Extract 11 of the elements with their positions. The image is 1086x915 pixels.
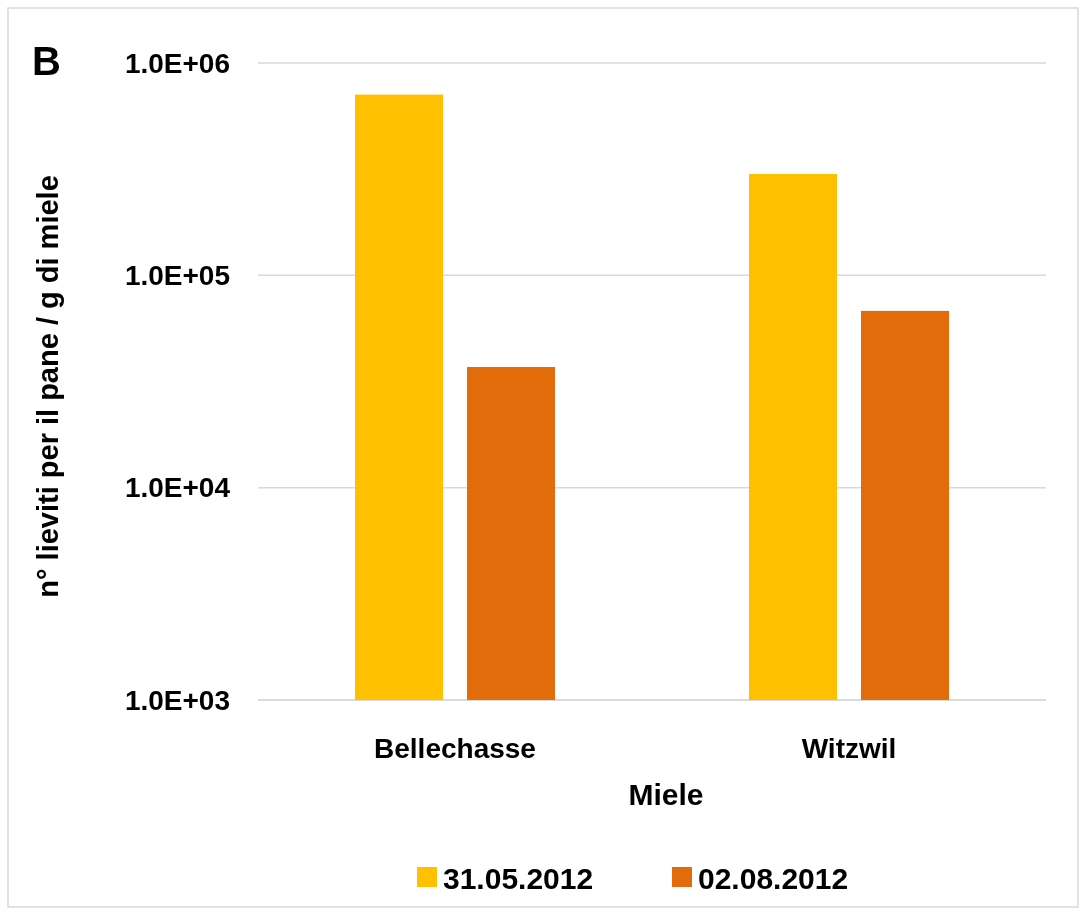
text: B	[32, 39, 61, 83]
x-axis-title: Miele	[628, 778, 704, 811]
x-tick-label: Bellechasse	[374, 733, 536, 764]
legend-label: 31.05.2012	[443, 861, 594, 895]
y-axis-title: n° lieviti per il pane / g di miele	[32, 175, 64, 598]
x-tick-label: Witzwil	[801, 733, 897, 764]
y-tick-label: 1.0E+05	[124, 260, 230, 292]
y-tick-label: 1.0E+04	[124, 472, 231, 504]
y-tick-label: 1.0E+03	[124, 684, 230, 716]
legend-label: 02.08.2012	[698, 861, 849, 895]
y-tick-label: 1.0E+06	[124, 47, 230, 79]
